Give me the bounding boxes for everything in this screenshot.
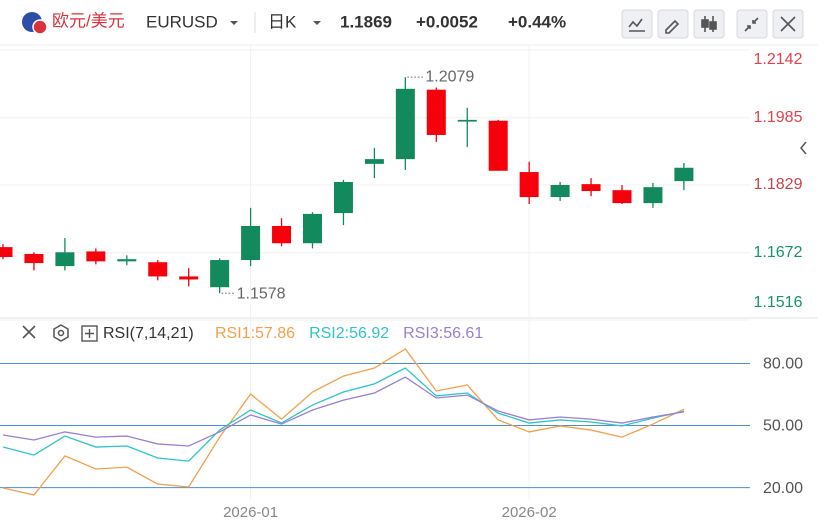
caret[interactable]: [230, 21, 238, 25]
legend-name: RSI1: [215, 325, 251, 342]
header: 欧元/美元 EURUSD 日K 1.1869 +0.0052 +0.44%: [22, 9, 804, 39]
y-tick-label: 1.2142: [754, 51, 803, 68]
candle-body: [674, 167, 694, 182]
candle-body: [117, 259, 137, 262]
legend-entry: RSI3:56.61: [403, 325, 483, 342]
tool-button[interactable]: [693, 9, 725, 39]
close-icon[interactable]: [22, 325, 36, 339]
legend-value: 56.92: [349, 325, 389, 342]
candle-body: [179, 276, 199, 280]
indicator-title: RSI(7,14,21): [103, 325, 194, 342]
x-tick-label: 2026-02: [502, 504, 557, 521]
period[interactable]: 日K: [268, 12, 297, 31]
x-tick-label: 2026-01: [223, 504, 278, 521]
candle-body: [643, 187, 663, 204]
y-tick-label: 1.1829: [754, 176, 803, 193]
candle-body: [395, 88, 415, 160]
legend-name: RSI3: [403, 325, 439, 342]
candle-body: [333, 181, 353, 214]
legend-value: 57.86: [255, 325, 295, 342]
flag-us: [32, 19, 48, 35]
candle-body: [612, 190, 632, 204]
candle-body: [426, 89, 446, 135]
collapse-arrow[interactable]: [800, 141, 807, 155]
settings-icon[interactable]: [53, 324, 69, 342]
tool-button[interactable]: [736, 9, 768, 39]
rsi-line: [2, 367, 685, 462]
y-tick-label: 20.00: [763, 480, 803, 497]
candle-body: [241, 225, 261, 261]
y-tick-label: 1.1985: [754, 109, 803, 126]
rsi-header: RSI(7,14,21): [22, 324, 194, 342]
legend-separator: :: [439, 325, 443, 342]
change: +0.0052: [416, 12, 478, 31]
low-label: 1.1578: [237, 285, 286, 302]
candle-body: [148, 262, 168, 277]
tool-button[interactable]: [621, 9, 653, 39]
y-tick-label: 80.00: [763, 356, 803, 373]
high-label: 1.2079: [425, 68, 474, 85]
candle-body: [55, 252, 75, 267]
candle-body: [0, 247, 13, 258]
legend-separator: :: [251, 325, 255, 342]
rsi-line: [2, 348, 685, 496]
legend-entry: RSI1:57.86: [215, 325, 295, 342]
candle-body: [24, 254, 44, 264]
candle-body: [550, 185, 570, 198]
y-tick-label: 1.1516: [754, 294, 803, 311]
y-tick-label: 50.00: [763, 418, 803, 435]
settings-icon: [57, 329, 65, 337]
add-icon: [85, 329, 94, 338]
legend-separator: :: [345, 325, 349, 342]
candle-body: [210, 260, 230, 288]
price: 1.1869: [340, 12, 392, 31]
y-tick-label: 1.1672: [754, 244, 803, 261]
candle-body: [272, 225, 292, 244]
caret[interactable]: [313, 21, 321, 25]
change-pct: +0.44%: [508, 12, 566, 31]
candle-body: [519, 172, 539, 198]
candle-body: [86, 251, 106, 262]
symbol: EURUSD: [146, 12, 218, 31]
candle-body: [457, 119, 477, 122]
add-icon[interactable]: [81, 325, 98, 342]
pair-name: 欧元/美元: [52, 11, 125, 30]
candle-body: [488, 120, 508, 171]
legend-entry: RSI2:56.92: [309, 325, 389, 342]
candle-body: [364, 159, 384, 164]
tool-icons: [628, 16, 796, 34]
legend-name: RSI2: [309, 325, 345, 342]
legend-value: 56.61: [443, 325, 483, 342]
candle-body: [303, 213, 322, 244]
rsi-line: [2, 376, 685, 447]
candle-body: [581, 184, 601, 192]
